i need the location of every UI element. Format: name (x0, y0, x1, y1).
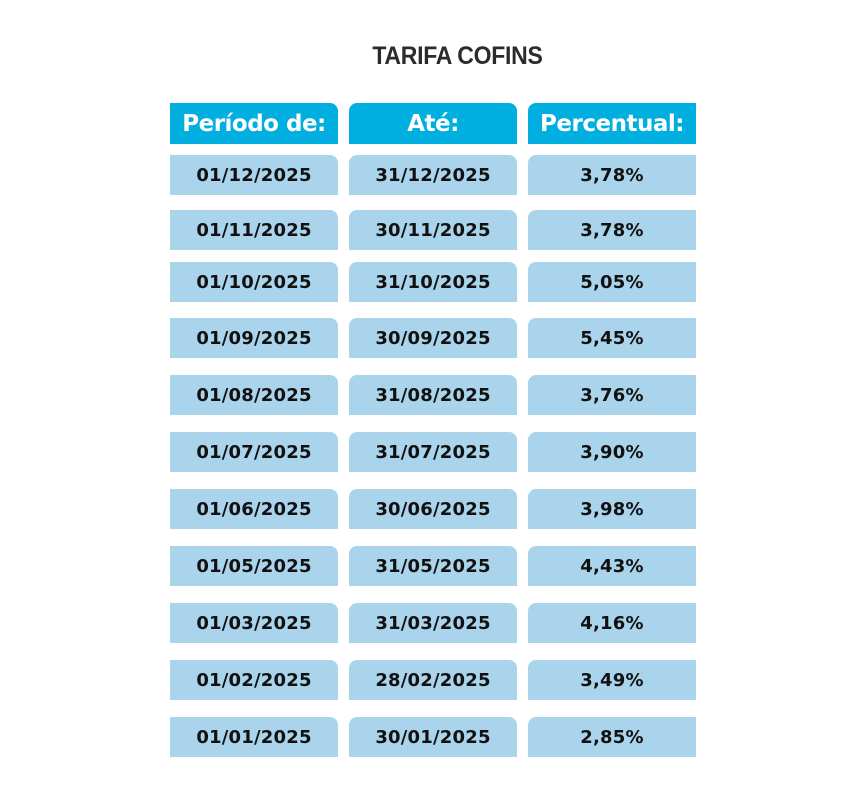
page-title: TARIFA COFINS (372, 42, 543, 70)
table-row: 01/03/2025 31/03/2025 4,16% (170, 603, 696, 643)
cell-from: 01/09/2025 (170, 318, 338, 358)
cell-to: 31/03/2025 (349, 603, 517, 643)
cell-from: 01/01/2025 (170, 717, 338, 757)
table-row: 01/06/2025 30/06/2025 3,98% (170, 489, 696, 529)
table-row: 01/11/2025 30/11/2025 3,78% (170, 210, 696, 250)
cell-percent: 3,90% (528, 432, 696, 472)
cell-to: 31/12/2025 (349, 155, 517, 195)
cell-to: 31/05/2025 (349, 546, 517, 586)
table-row: 01/12/2025 31/12/2025 3,78% (170, 155, 696, 195)
cell-percent: 2,85% (528, 717, 696, 757)
table-row: 01/08/2025 31/08/2025 3,76% (170, 375, 696, 415)
cell-percent: 3,78% (528, 210, 696, 250)
header-period-to: Até: (349, 103, 517, 144)
cell-percent: 4,16% (528, 603, 696, 643)
cell-to: 30/11/2025 (349, 210, 517, 250)
cell-to: 30/06/2025 (349, 489, 517, 529)
cell-percent: 3,76% (528, 375, 696, 415)
cell-from: 01/08/2025 (170, 375, 338, 415)
table-row: 01/09/2025 30/09/2025 5,45% (170, 318, 696, 358)
cell-percent: 5,45% (528, 318, 696, 358)
cell-from: 01/07/2025 (170, 432, 338, 472)
cell-to: 31/07/2025 (349, 432, 517, 472)
cell-percent: 3,78% (528, 155, 696, 195)
cell-percent: 4,43% (528, 546, 696, 586)
cell-percent: 3,98% (528, 489, 696, 529)
cell-from: 01/12/2025 (170, 155, 338, 195)
cell-from: 01/10/2025 (170, 262, 338, 302)
cell-from: 01/11/2025 (170, 210, 338, 250)
cell-to: 31/10/2025 (349, 262, 517, 302)
table-row: 01/01/2025 30/01/2025 2,85% (170, 717, 696, 757)
cell-to: 30/09/2025 (349, 318, 517, 358)
cell-from: 01/02/2025 (170, 660, 338, 700)
cell-to: 31/08/2025 (349, 375, 517, 415)
cell-to: 30/01/2025 (349, 717, 517, 757)
table-row: 01/10/2025 31/10/2025 5,05% (170, 262, 696, 302)
table-header-row: Período de: Até: Percentual: (170, 103, 696, 144)
cell-to: 28/02/2025 (349, 660, 517, 700)
cell-from: 01/03/2025 (170, 603, 338, 643)
header-percent: Percentual: (528, 103, 696, 144)
header-period-from: Período de: (170, 103, 338, 144)
table-row: 01/02/2025 28/02/2025 3,49% (170, 660, 696, 700)
table-row: 01/05/2025 31/05/2025 4,43% (170, 546, 696, 586)
cell-percent: 5,05% (528, 262, 696, 302)
cell-percent: 3,49% (528, 660, 696, 700)
table-row: 01/07/2025 31/07/2025 3,90% (170, 432, 696, 472)
cell-from: 01/06/2025 (170, 489, 338, 529)
cell-from: 01/05/2025 (170, 546, 338, 586)
